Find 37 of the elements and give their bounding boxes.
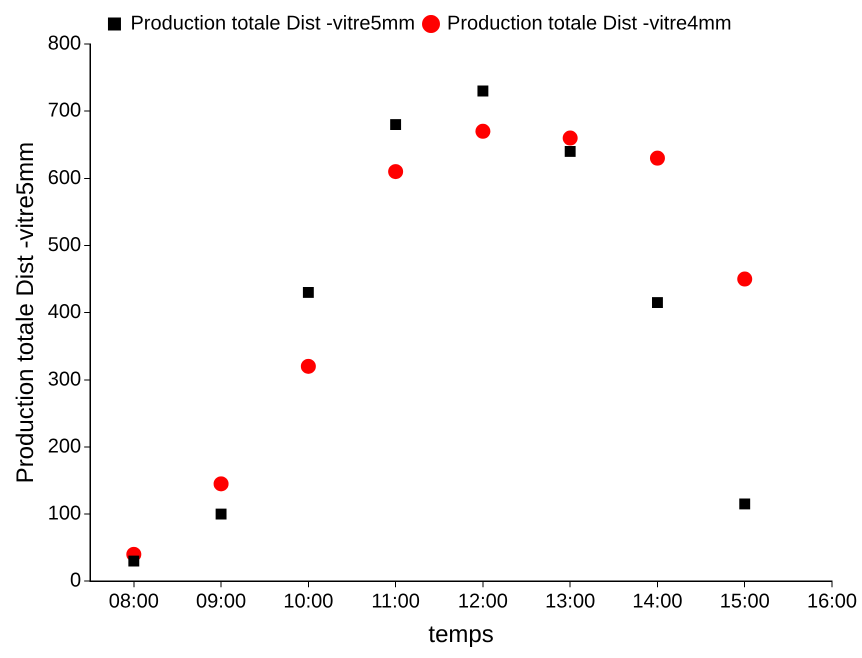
x-tick-label: 09:00	[196, 590, 246, 613]
point	[300, 358, 316, 374]
point	[739, 498, 750, 510]
point	[562, 130, 578, 146]
legend-label: Production totale Dist -vitre5mm	[130, 12, 416, 35]
point	[388, 164, 404, 180]
legend-label: Production totale Dist -vitre4mm	[447, 12, 732, 35]
point	[737, 272, 752, 287]
point	[390, 119, 402, 130]
y-tick-label: 800	[48, 32, 82, 55]
y-tick-label: 400	[48, 301, 82, 324]
x-tick-label: 16:00	[806, 590, 858, 613]
point	[477, 86, 488, 96]
x-tick-label: 08:00	[108, 590, 159, 613]
x-axis-title: temps	[428, 621, 494, 648]
y-tick-label: 700	[48, 100, 82, 122]
point	[128, 556, 140, 567]
y-tick-label: 200	[48, 435, 82, 458]
y-tick-label: 300	[48, 368, 82, 390]
point	[216, 508, 227, 520]
point	[214, 476, 229, 492]
x-tick-label: 11:00	[371, 590, 420, 613]
x-tick-label: 10:00	[283, 590, 334, 613]
point	[475, 124, 490, 139]
x-tick-label: 13:00	[545, 590, 596, 613]
point	[302, 287, 314, 298]
y-tick-label: 100	[48, 502, 82, 525]
x-tick-label: 12:00	[458, 590, 508, 613]
point	[564, 146, 576, 157]
x-tick-label: 15:00	[720, 590, 770, 613]
x-tick-label: 14:00	[632, 590, 682, 613]
y-tick-label: 600	[48, 166, 82, 189]
y-tick-label: 0	[70, 570, 82, 592]
point	[650, 150, 665, 166]
point	[652, 297, 663, 308]
y-axis-title: Production totale Dist -vitre5mm	[12, 142, 40, 484]
y-tick-label: 500	[48, 234, 82, 256]
